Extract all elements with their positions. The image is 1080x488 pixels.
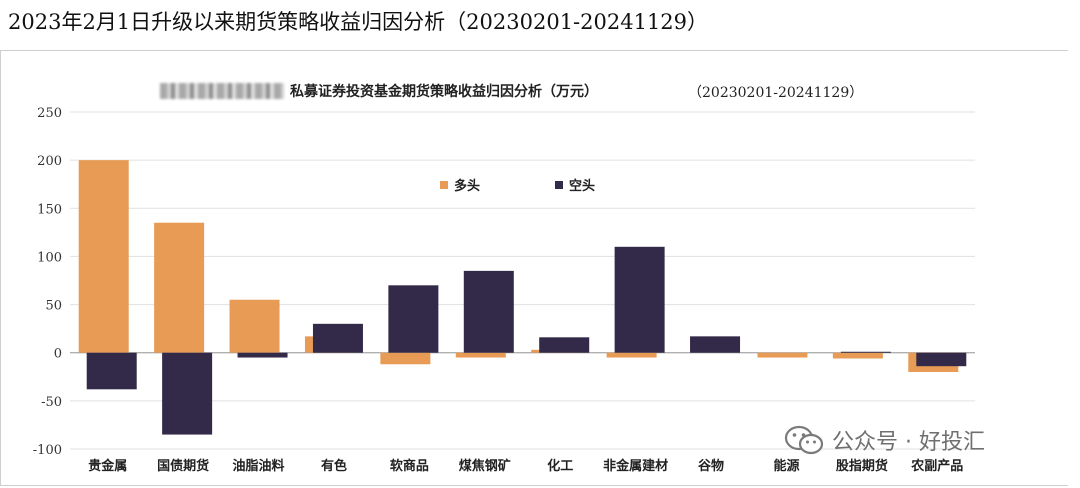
x-tick-label: 国债期货 (157, 458, 209, 474)
x-tick-label: 化工 (547, 458, 573, 474)
bar-short (312, 323, 363, 353)
bar-short (388, 285, 439, 353)
chart-frame (0, 50, 1068, 486)
y-tick-label: 150 (37, 202, 62, 217)
bar-long (78, 160, 129, 353)
watermark-text: 公众号 · 好投汇 (832, 430, 985, 455)
x-tick-label: 谷物 (698, 458, 724, 474)
page-title: 2023年2月1日升级以来期货策略收益归因分析（20230201-2024112… (8, 10, 709, 34)
bar-short (162, 352, 213, 435)
y-tick-label: 50 (45, 299, 62, 314)
bar-long (154, 222, 205, 353)
x-tick-label: 贵金属 (88, 458, 127, 474)
redacted-fund-name (160, 83, 284, 99)
x-tick-label: 煤焦钢矿 (459, 458, 511, 474)
chart-title: 私募证券投资基金期货策略收益归因分析（万元） (290, 84, 598, 100)
bar-short (86, 352, 137, 390)
chart-subtitle: （20230201-20241129） (688, 85, 864, 101)
bar-short (463, 270, 514, 353)
bar-long (380, 352, 431, 365)
y-tick-label: -50 (41, 395, 62, 410)
bar-long (229, 299, 280, 353)
bar-short (916, 352, 967, 367)
bar-short (614, 246, 665, 353)
x-tick-label: 股指期货 (836, 458, 888, 474)
x-tick-label: 能源 (773, 458, 799, 474)
wechat-icon (784, 425, 824, 455)
y-tick-label: 100 (37, 250, 62, 265)
legend-swatch (440, 181, 448, 189)
y-tick-label: 200 (37, 154, 62, 169)
legend-label: 多头 (454, 178, 480, 194)
y-tick-label: 250 (37, 106, 62, 121)
x-tick-label: 软商品 (390, 458, 429, 474)
bar-long (606, 352, 657, 358)
bar-long (455, 352, 506, 358)
watermark: 公众号 · 好投汇 (784, 424, 985, 456)
bar-long (757, 352, 808, 358)
bar-short (690, 336, 741, 353)
x-tick-label: 农副产品 (910, 458, 963, 474)
bar-long (832, 352, 883, 359)
bar-short (840, 351, 891, 353)
chart-title-wrap: 私募证券投资基金期货策略收益归因分析（万元） (160, 80, 598, 102)
x-tick-label: 油脂油料 (233, 458, 285, 474)
bar-short (539, 337, 590, 353)
legend-swatch (555, 181, 563, 189)
x-tick-label: 有色 (321, 458, 347, 474)
x-tick-label: 非金属建材 (603, 458, 668, 474)
bar-short (237, 352, 288, 358)
y-tick-label: 0 (54, 347, 62, 362)
y-tick-label: -100 (33, 443, 62, 458)
legend-label: 空头 (569, 178, 595, 194)
